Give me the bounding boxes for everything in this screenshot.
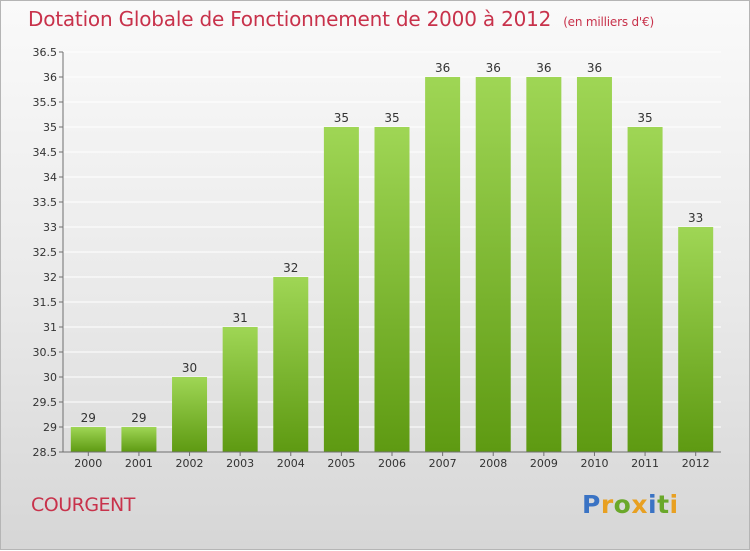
y-tick-label: 33.5 [33, 196, 58, 209]
x-axis: 2000 2001 2002 2003 2004 2005 2006 2007 2008 2009… [63, 451, 721, 470]
bar-2000 [70, 427, 106, 452]
bar-2008 [475, 77, 511, 452]
y-tick-label: 35 [43, 121, 57, 134]
value-label-2009: 36 [536, 61, 551, 75]
y-tick-label: 29.5 [33, 396, 58, 409]
y-tick-label: 31.5 [33, 296, 58, 309]
x-tick-label-2002: 2002 [176, 457, 204, 470]
y-tick-label: 36 [43, 71, 57, 84]
y-tick-label: 29 [43, 421, 57, 434]
value-label-2001: 29 [131, 411, 146, 425]
bar-2001 [121, 427, 157, 452]
value-label-2000: 29 [81, 411, 96, 425]
y-tick-label: 30 [43, 371, 57, 384]
bar-2003 [222, 327, 258, 452]
x-tick-label-2005: 2005 [327, 457, 355, 470]
x-tick-label-2003: 2003 [226, 457, 254, 470]
x-tick-label-2006: 2006 [378, 457, 406, 470]
value-label-2005: 35 [334, 111, 349, 125]
x-tick-label-2011: 2011 [631, 457, 659, 470]
bar-2007 [425, 77, 461, 452]
value-label-2003: 31 [233, 311, 248, 325]
x-tick-label-2001: 2001 [125, 457, 153, 470]
bar-2012 [678, 227, 714, 452]
bar-2006 [374, 127, 410, 452]
bars [70, 77, 714, 452]
y-axis: 28.5 29 29.5 30 30.5 31 31.5 32 32.5 33 33.5 34 34.5… [33, 46, 64, 459]
x-tick-label-2012: 2012 [682, 457, 710, 470]
bar-2004 [273, 277, 309, 452]
value-label-2010: 36 [587, 61, 602, 75]
logo-letter: t [657, 490, 670, 519]
bar-2009 [526, 77, 562, 452]
x-tick-label-2009: 2009 [530, 457, 558, 470]
x-tick-label-2004: 2004 [277, 457, 305, 470]
y-tick-label: 34.5 [33, 146, 58, 159]
value-label-2012: 33 [688, 211, 703, 225]
chart-unit: (en milliers d'€) [563, 15, 654, 29]
bar-2010 [576, 77, 612, 452]
x-tick-label-2010: 2010 [580, 457, 608, 470]
y-tick-label: 30.5 [33, 346, 58, 359]
value-label-2004: 32 [283, 261, 298, 275]
x-tick-label-2000: 2000 [74, 457, 102, 470]
y-tick-label: 32 [43, 271, 57, 284]
y-tick-label: 34 [43, 171, 57, 184]
x-tick-label-2007: 2007 [429, 457, 457, 470]
y-tick-label: 32.5 [33, 246, 58, 259]
value-label-2002: 30 [182, 361, 197, 375]
value-label-2011: 35 [637, 111, 652, 125]
bar-2002 [172, 377, 208, 452]
logo-letter: P [582, 490, 601, 519]
proxiti-logo: Proxiti [582, 490, 679, 519]
commune-name: COURGENT [31, 494, 135, 516]
x-tick-label-2008: 2008 [479, 457, 507, 470]
value-label-2006: 35 [384, 111, 399, 125]
bar-2011 [627, 127, 663, 452]
value-label-2007: 36 [435, 61, 450, 75]
logo-letter: i [648, 490, 658, 519]
bar-2005 [323, 127, 359, 452]
logo-letter: r [600, 490, 614, 519]
y-tick-label: 36.5 [33, 46, 58, 59]
y-tick-label: 35.5 [33, 96, 58, 109]
logo-letter: i [669, 490, 679, 519]
logo-letter: x [631, 490, 648, 519]
chart-title-text: Dotation Globale de Fonctionnement de 20… [28, 7, 552, 31]
value-labels: 29 29 30 31 32 35 35 36 36 36 36 35 33 [81, 61, 704, 425]
y-tick-label: 31 [43, 321, 57, 334]
y-tick-label: 33 [43, 221, 57, 234]
value-label-2008: 36 [486, 61, 501, 75]
chart-title: Dotation Globale de Fonctionnement de 20… [28, 7, 654, 31]
logo-letter: o [613, 490, 632, 519]
y-tick-label: 28.5 [33, 446, 58, 459]
